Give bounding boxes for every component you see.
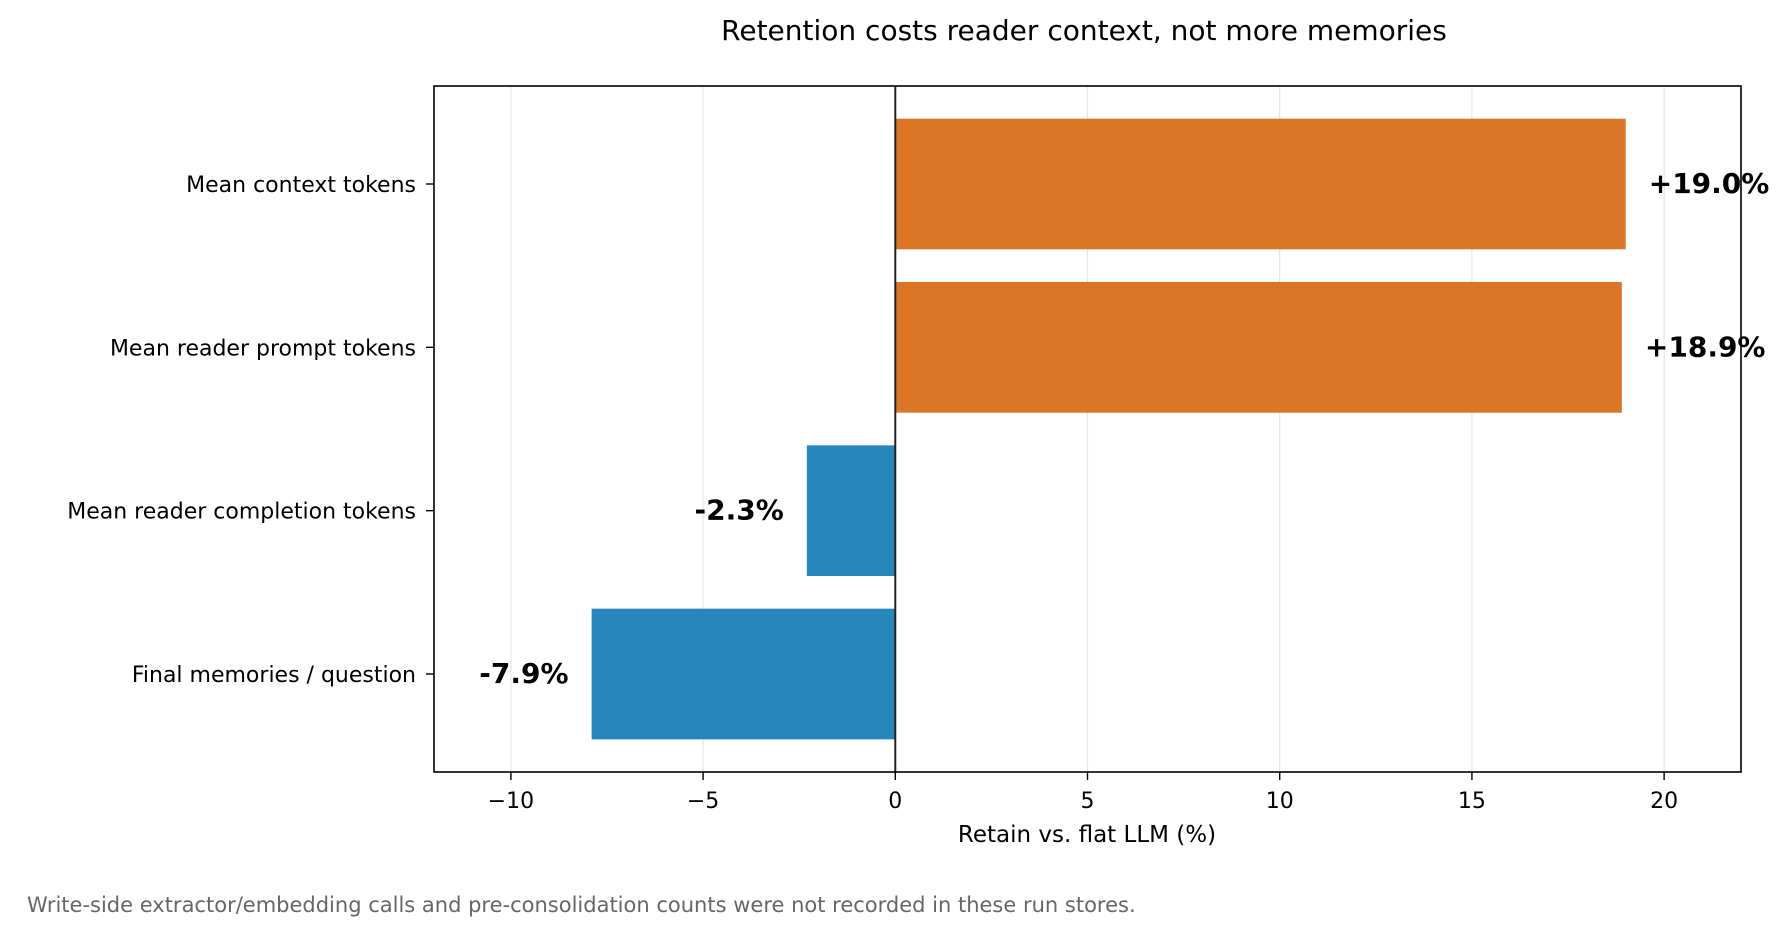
x-axis-ticks: −10 −5 0 5 10 15 20 [488, 772, 1678, 814]
data-label: +18.9% [1645, 330, 1766, 363]
x-tick-label: 0 [888, 789, 902, 814]
data-label: -7.9% [479, 657, 568, 690]
x-tick-label: −10 [488, 789, 534, 814]
bar [895, 282, 1622, 413]
y-tick-label: Mean reader completion tokens [67, 500, 416, 525]
x-tick-label: 15 [1458, 789, 1486, 814]
y-tick-label: Mean reader prompt tokens [110, 336, 416, 361]
data-label: +19.0% [1649, 167, 1770, 200]
chart-title: Retention costs reader context, not more… [721, 14, 1447, 47]
y-tick-label: Final memories / question [132, 663, 416, 688]
bar [895, 118, 1626, 250]
x-tick-label: 5 [1081, 789, 1095, 814]
y-axis-ticks: Mean context tokens Mean reader prompt to… [67, 173, 434, 688]
x-tick-label: −5 [687, 789, 719, 814]
bar-labels: +19.0% +18.9% -2.3% -7.9% [479, 167, 1769, 690]
data-label: -2.3% [695, 494, 784, 527]
x-axis-label: Retain vs. flat LLM (%) [958, 822, 1216, 848]
x-tick-label: 20 [1650, 789, 1678, 814]
x-tick-label: 10 [1266, 789, 1294, 814]
bars [591, 118, 1626, 740]
bar [591, 608, 896, 740]
bar [806, 445, 896, 576]
y-tick-label: Mean context tokens [186, 173, 416, 198]
footnote: Write-side extractor/embedding calls and… [27, 893, 1136, 917]
